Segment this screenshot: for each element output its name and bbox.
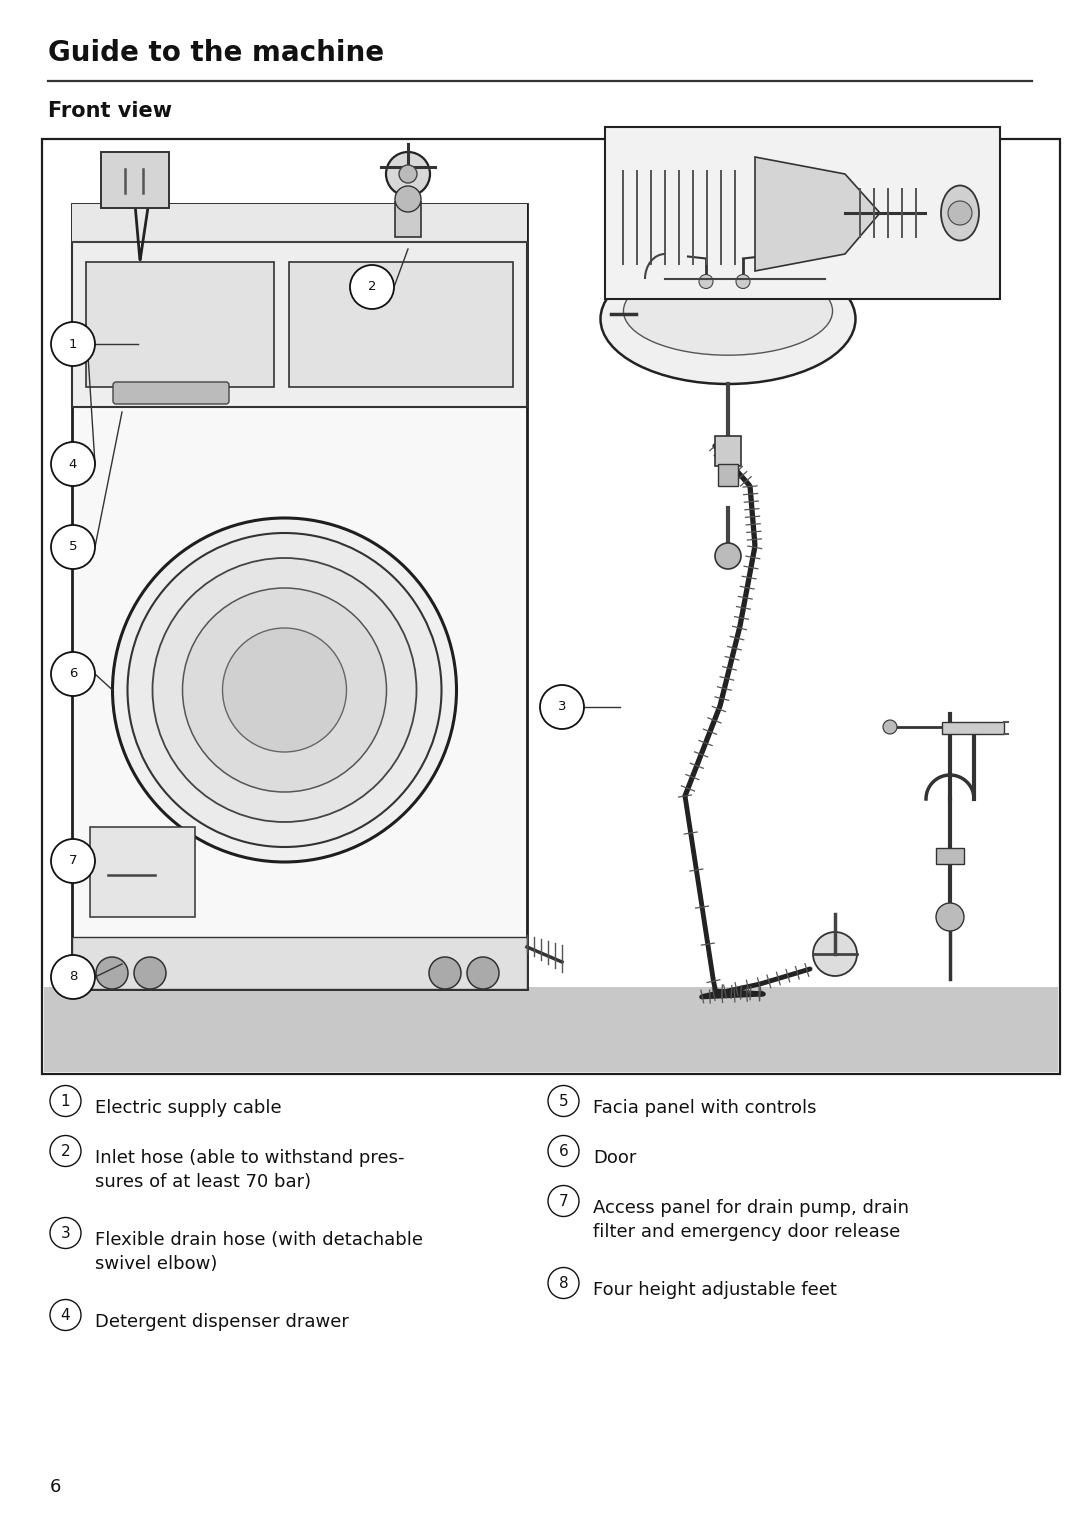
Circle shape [222, 628, 347, 752]
FancyBboxPatch shape [395, 202, 421, 237]
Circle shape [50, 1136, 81, 1167]
Circle shape [948, 200, 972, 225]
Text: 1: 1 [69, 338, 78, 350]
Circle shape [399, 165, 417, 183]
Circle shape [350, 265, 394, 309]
Circle shape [699, 275, 713, 289]
Bar [42, 139, 1059, 1073]
Bar [72, 937, 527, 989]
FancyBboxPatch shape [113, 382, 229, 404]
Text: 8: 8 [69, 971, 77, 983]
Circle shape [395, 187, 421, 213]
Circle shape [96, 957, 129, 989]
Circle shape [183, 589, 387, 792]
Circle shape [50, 1300, 81, 1330]
Text: Front view: Front view [48, 101, 172, 121]
Circle shape [51, 524, 95, 569]
Circle shape [127, 534, 442, 847]
Circle shape [51, 839, 95, 884]
Text: Four height adjustable feet: Four height adjustable feet [593, 1281, 837, 1300]
Text: 2: 2 [368, 280, 376, 294]
Circle shape [51, 651, 95, 696]
Bar [72, 242, 527, 407]
Text: 6: 6 [50, 1479, 62, 1495]
Bar [90, 827, 195, 917]
Text: Facia panel with controls: Facia panel with controls [593, 1099, 816, 1118]
Circle shape [735, 275, 750, 289]
Circle shape [548, 1086, 579, 1116]
FancyBboxPatch shape [936, 849, 964, 864]
Bar [72, 203, 527, 989]
Ellipse shape [600, 254, 855, 384]
Circle shape [152, 558, 417, 823]
Circle shape [50, 1086, 81, 1116]
Text: 7: 7 [558, 1194, 568, 1208]
Text: 4: 4 [69, 457, 77, 471]
Circle shape [540, 685, 584, 729]
Text: 2: 2 [60, 1144, 70, 1159]
Circle shape [386, 151, 430, 196]
Text: Electric supply cable: Electric supply cable [95, 1099, 282, 1118]
Circle shape [51, 323, 95, 365]
Circle shape [548, 1136, 579, 1167]
Bar [72, 203, 527, 242]
FancyBboxPatch shape [715, 436, 741, 466]
Text: 5: 5 [558, 1093, 568, 1109]
Text: Access panel for drain pump, drain
filter and emergency door release: Access panel for drain pump, drain filte… [593, 1199, 909, 1242]
Bar [289, 261, 513, 387]
Circle shape [429, 957, 461, 989]
Text: 3: 3 [60, 1226, 70, 1240]
Bar [942, 722, 1004, 734]
Bar [605, 127, 1000, 300]
Text: Guide to the machine: Guide to the machine [48, 40, 384, 67]
Text: Door: Door [593, 1148, 636, 1167]
Circle shape [813, 933, 858, 976]
Circle shape [51, 442, 95, 486]
FancyBboxPatch shape [102, 151, 168, 208]
Text: 6: 6 [558, 1144, 568, 1159]
Circle shape [715, 543, 741, 569]
Text: Detergent dispenser drawer: Detergent dispenser drawer [95, 1313, 349, 1332]
Text: 4: 4 [60, 1307, 70, 1323]
Polygon shape [755, 157, 880, 271]
Circle shape [548, 1185, 579, 1217]
Ellipse shape [941, 185, 978, 240]
Circle shape [936, 904, 964, 931]
Circle shape [548, 1268, 579, 1298]
Text: 6: 6 [69, 668, 77, 680]
Text: 8: 8 [558, 1275, 568, 1290]
Circle shape [50, 1217, 81, 1249]
Circle shape [112, 518, 457, 862]
Circle shape [467, 957, 499, 989]
Circle shape [883, 720, 897, 734]
Bar [44, 988, 1058, 1072]
Text: 7: 7 [69, 855, 78, 867]
Text: 3: 3 [557, 700, 566, 714]
Ellipse shape [623, 266, 833, 355]
Circle shape [51, 956, 95, 998]
Circle shape [134, 957, 166, 989]
FancyBboxPatch shape [718, 463, 738, 486]
Text: 1: 1 [60, 1093, 70, 1109]
Text: Inlet hose (able to withstand pres-
sures of at least 70 bar): Inlet hose (able to withstand pres- sure… [95, 1148, 405, 1191]
Text: Flexible drain hose (with detachable
swivel elbow): Flexible drain hose (with detachable swi… [95, 1231, 423, 1274]
Text: 5: 5 [69, 540, 78, 553]
Bar [86, 261, 274, 387]
